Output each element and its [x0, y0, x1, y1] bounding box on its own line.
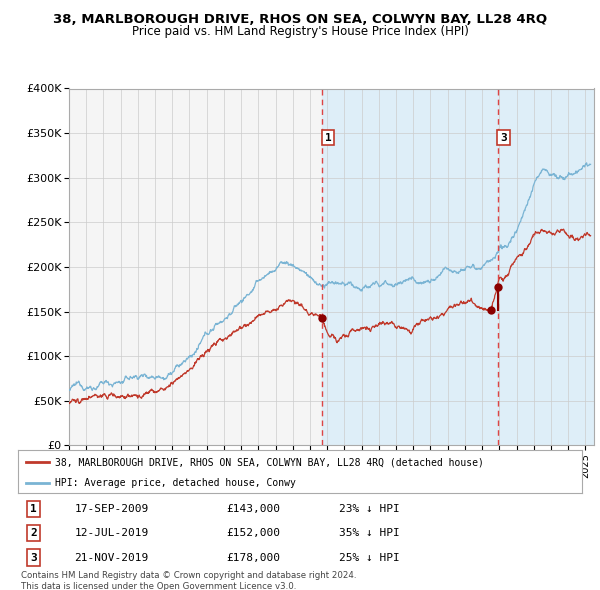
Text: 3: 3 [500, 133, 507, 143]
Text: 35% ↓ HPI: 35% ↓ HPI [340, 528, 400, 538]
Text: £152,000: £152,000 [227, 528, 281, 538]
Text: £143,000: £143,000 [227, 504, 281, 514]
Text: 21-NOV-2019: 21-NOV-2019 [74, 553, 149, 562]
Text: Contains HM Land Registry data © Crown copyright and database right 2024.
This d: Contains HM Land Registry data © Crown c… [21, 571, 356, 590]
Text: 23% ↓ HPI: 23% ↓ HPI [340, 504, 400, 514]
Text: 25% ↓ HPI: 25% ↓ HPI [340, 553, 400, 562]
Text: 38, MARLBOROUGH DRIVE, RHOS ON SEA, COLWYN BAY, LL28 4RQ (detached house): 38, MARLBOROUGH DRIVE, RHOS ON SEA, COLW… [55, 457, 484, 467]
Text: £178,000: £178,000 [227, 553, 281, 562]
Text: 38, MARLBOROUGH DRIVE, RHOS ON SEA, COLWYN BAY, LL28 4RQ: 38, MARLBOROUGH DRIVE, RHOS ON SEA, COLW… [53, 13, 547, 26]
Text: 1: 1 [325, 133, 332, 143]
Text: 17-SEP-2009: 17-SEP-2009 [74, 504, 149, 514]
Text: 1: 1 [31, 504, 37, 514]
Text: HPI: Average price, detached house, Conwy: HPI: Average price, detached house, Conw… [55, 478, 296, 489]
Text: 2: 2 [31, 528, 37, 538]
Text: 3: 3 [31, 553, 37, 562]
Text: Price paid vs. HM Land Registry's House Price Index (HPI): Price paid vs. HM Land Registry's House … [131, 25, 469, 38]
Bar [322, 88, 600, 445]
Text: 12-JUL-2019: 12-JUL-2019 [74, 528, 149, 538]
